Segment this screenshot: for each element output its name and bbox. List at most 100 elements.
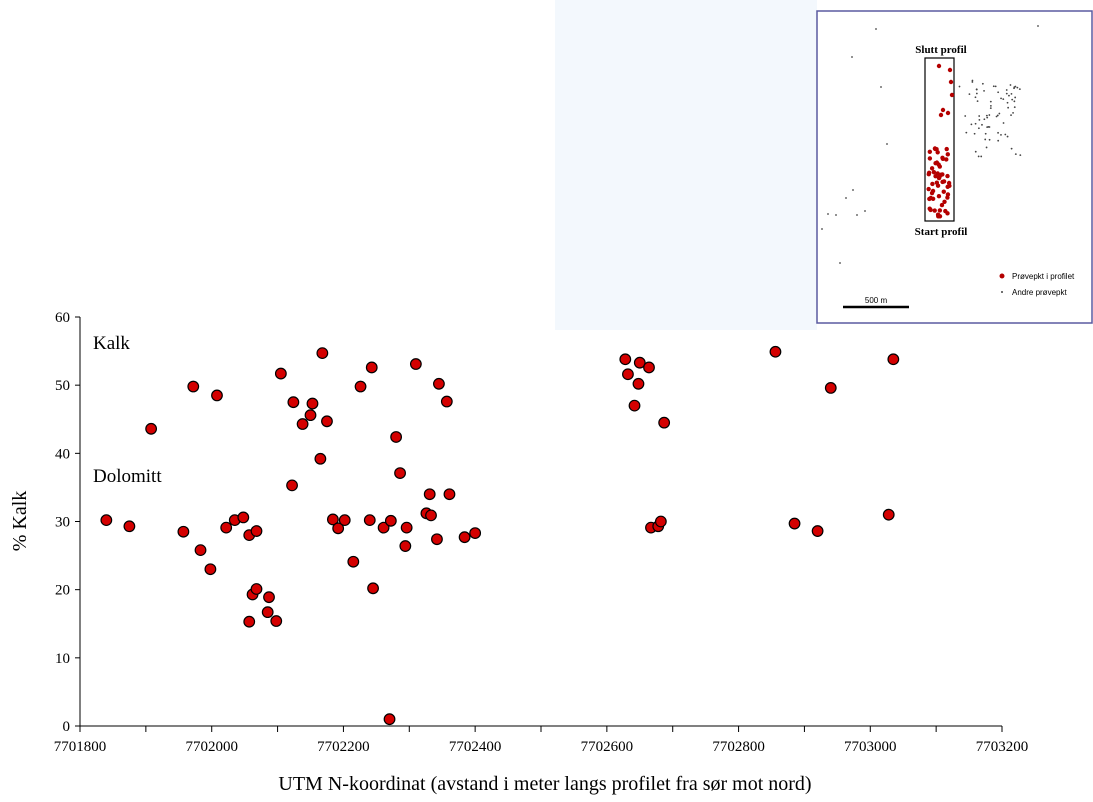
- data-point: [177, 525, 190, 538]
- y-tick-label: 30: [55, 515, 70, 531]
- data-point: [263, 591, 275, 604]
- inset-profile-point: [938, 172, 944, 177]
- inset-other-point: [1037, 25, 1039, 27]
- inset-profile-point: [928, 207, 933, 213]
- inset-profile-point: [949, 92, 955, 98]
- data-point: [296, 418, 309, 430]
- data-point: [100, 514, 113, 527]
- data-point: [622, 368, 634, 381]
- data-point: [338, 514, 351, 527]
- inset-other-point: [989, 104, 992, 107]
- inset-other-point: [1006, 101, 1009, 104]
- data-point: [204, 563, 217, 576]
- inset-other-point: [970, 123, 973, 126]
- inset-other-point: [875, 28, 877, 30]
- inset-other-point: [997, 91, 1000, 94]
- data-point: [433, 377, 445, 390]
- data-point: [788, 517, 801, 530]
- inset-other-point: [827, 213, 829, 215]
- data-point: [187, 380, 200, 393]
- inset-profile-point: [937, 164, 943, 169]
- data-point: [321, 415, 333, 428]
- axes: [79, 317, 1002, 727]
- data-point: [440, 395, 453, 408]
- data-point: [326, 513, 339, 526]
- inset-profile-point: [930, 188, 936, 194]
- inset-other-point: [851, 56, 853, 58]
- y-tick-label: 50: [55, 378, 70, 394]
- data-point: [769, 345, 782, 358]
- inset-profile-point: [945, 110, 951, 116]
- data-point: [237, 511, 250, 524]
- inset-other-point: [1006, 135, 1009, 138]
- data-point: [363, 514, 376, 527]
- inset-other-point: [1000, 133, 1002, 136]
- data-point: [632, 377, 645, 390]
- data-point: [211, 389, 223, 402]
- inset-profile-point: [935, 183, 941, 188]
- inset-other-point: [1008, 94, 1010, 97]
- inset-other-point: [992, 85, 995, 88]
- inset-other-point: [998, 112, 1001, 115]
- inset-other-point: [981, 82, 984, 85]
- data-point: [304, 409, 317, 422]
- y-tick-label: 20: [55, 583, 70, 599]
- inset-other-point: [1016, 86, 1019, 89]
- data-point: [250, 583, 263, 595]
- data-point: [400, 521, 413, 534]
- x-axis-title: UTM N-koordinat (avstand i meter langs p…: [278, 773, 811, 795]
- data-point: [367, 582, 379, 595]
- inset-other-point: [1005, 92, 1008, 95]
- inset-other-point: [989, 107, 992, 110]
- inset-other-point: [852, 189, 854, 191]
- data-point: [882, 508, 895, 521]
- inset-other-point: [988, 114, 991, 116]
- data-point: [332, 522, 345, 535]
- inset-other-point: [1013, 87, 1015, 90]
- data-point: [399, 540, 412, 552]
- data-point: [619, 353, 632, 366]
- inset-profile-point: [936, 193, 942, 199]
- inset-profile-points: [926, 63, 955, 219]
- inset-other-point: [856, 214, 858, 216]
- inset-other-point: [973, 132, 976, 135]
- y-tick-label: 0: [63, 719, 71, 735]
- data-point: [887, 353, 900, 366]
- inset-other-point: [984, 138, 987, 141]
- inset-profile-point: [944, 157, 949, 162]
- inset-label-start-profil: Start profil: [915, 226, 968, 238]
- inset-other-point: [985, 114, 988, 117]
- data-point: [443, 488, 456, 501]
- y-tick-label: 10: [55, 651, 70, 667]
- inset-other-point: [1014, 96, 1017, 99]
- inset-other-point: [1014, 153, 1017, 156]
- inset-profile-point: [940, 156, 946, 162]
- inset-profile-point: [941, 179, 947, 184]
- data-point: [347, 555, 360, 568]
- inset-profile-point: [936, 214, 941, 219]
- data-point: [306, 397, 319, 410]
- inset-profile-point: [936, 175, 942, 181]
- inset-other-point: [1018, 88, 1021, 90]
- data-point: [274, 367, 287, 380]
- inset-profile-point: [927, 149, 933, 154]
- data-point: [287, 396, 300, 409]
- inset-other-point: [983, 89, 985, 92]
- x-tick-label: 7702000: [185, 739, 238, 755]
- inset-other-point: [975, 92, 978, 95]
- inset-other-points: [821, 25, 1039, 264]
- inset-profile-point: [929, 166, 935, 171]
- data-point: [394, 467, 406, 480]
- x-ticks: 7701800 7702000 7702200 7702400 7702600 77028…: [54, 726, 1028, 755]
- legend-marker-profile: [999, 273, 1005, 279]
- inset-other-point: [977, 155, 980, 158]
- inset-other-point: [974, 150, 977, 153]
- inset-profile-point: [944, 146, 949, 152]
- inset-other-point: [988, 126, 991, 128]
- inset-profile-point: [946, 180, 952, 186]
- inset-map: Slutt profil Start profil Prøvepkt i pro…: [816, 10, 1093, 324]
- inset-profile-point: [945, 184, 950, 189]
- inset-other-point: [1000, 97, 1002, 100]
- inset-profile-point: [948, 79, 954, 85]
- data-point: [458, 531, 471, 544]
